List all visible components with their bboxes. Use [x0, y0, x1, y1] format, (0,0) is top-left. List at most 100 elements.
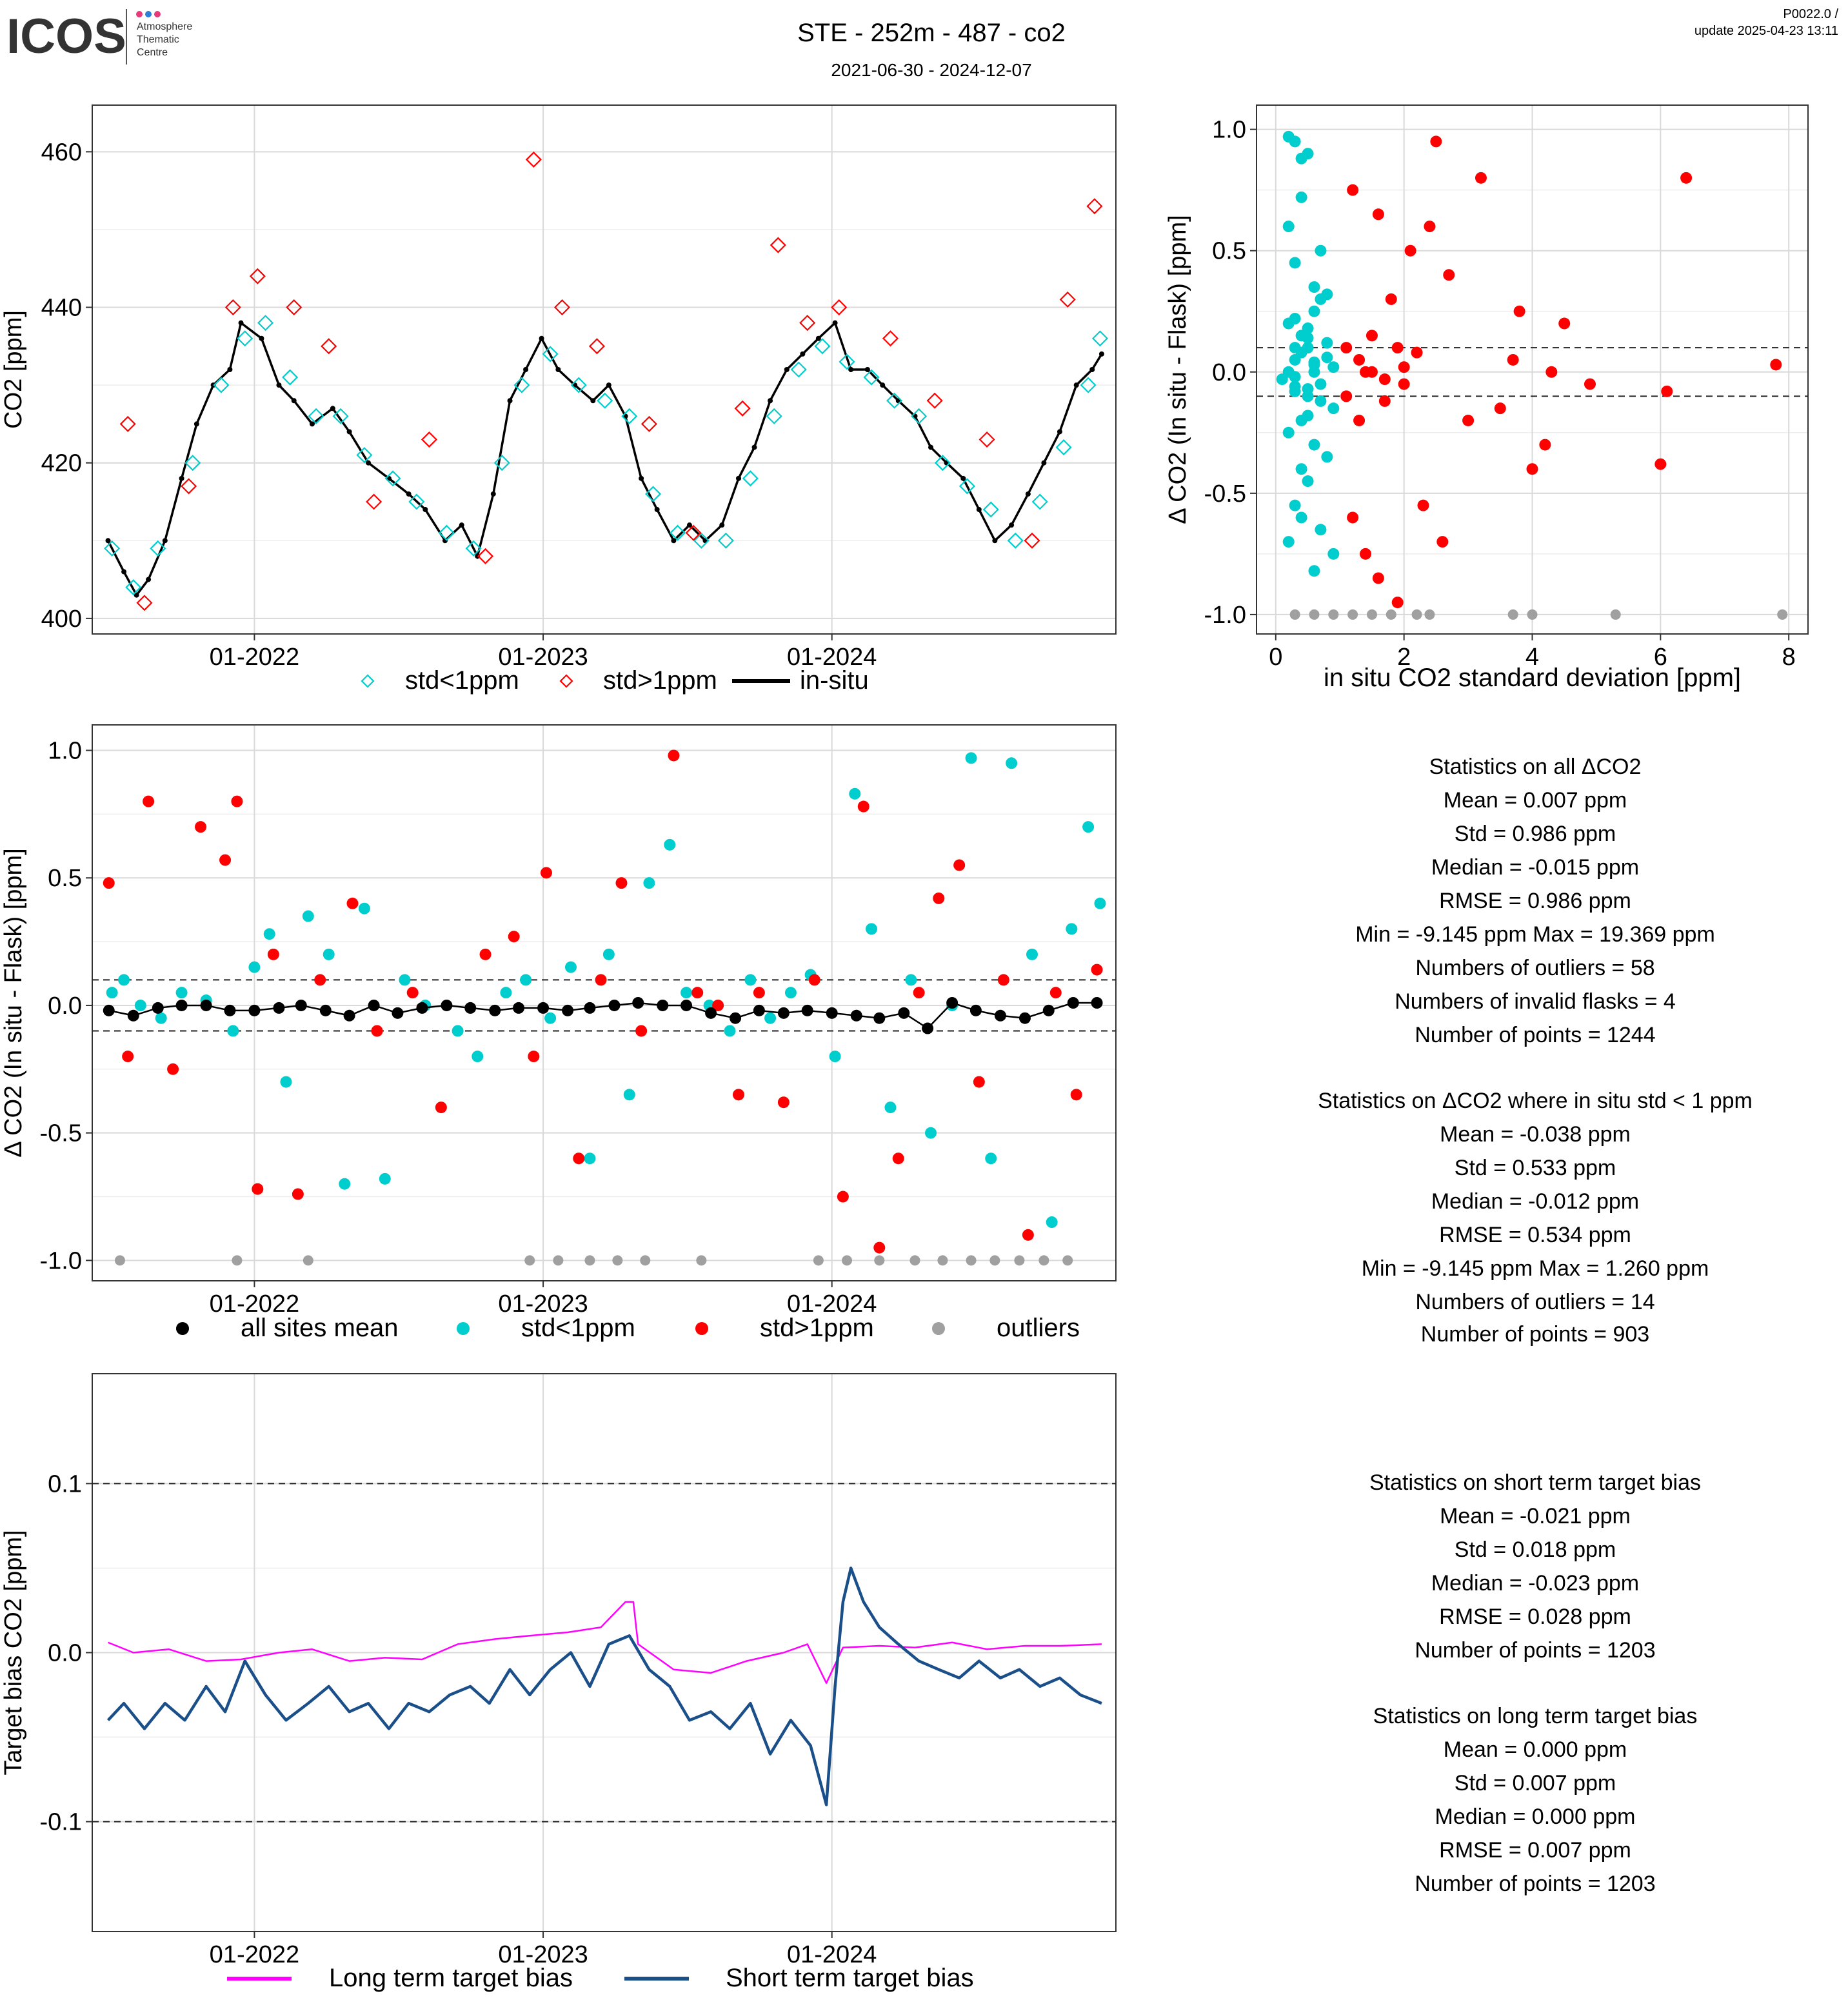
mean-point — [994, 1009, 1006, 1022]
std-lt-1-point — [280, 1076, 292, 1088]
std-lt-1-diamond — [644, 486, 662, 502]
in-situ-point — [864, 367, 870, 372]
std-gt-1-point — [1360, 548, 1372, 560]
logo-text: ICOS — [6, 9, 126, 64]
std-lt-1-point — [227, 1025, 239, 1037]
std-lt-1-diamond — [493, 455, 510, 471]
outlier-point — [696, 1255, 707, 1266]
page-title: STE - 252m - 487 - co2 — [797, 19, 1066, 47]
std-lt-1-diamond — [332, 408, 349, 424]
x-tick-label: 4 — [1525, 644, 1539, 671]
std-gt-1-point — [837, 1191, 849, 1203]
std-gt-1-point — [406, 987, 419, 999]
outlier-point — [1038, 1255, 1049, 1266]
stats-1-line: Median = -0.015 ppm — [1431, 855, 1639, 880]
stats-4-title: Statistics on long term target bias — [1373, 1704, 1698, 1728]
in-situ-point — [590, 398, 596, 404]
std-gt-1-point — [1378, 373, 1391, 386]
y-tick-label: 0.1 — [48, 1470, 82, 1498]
y-tick-label: 0.5 — [1212, 238, 1246, 265]
std-gt-1-point — [892, 1152, 904, 1165]
y-tick-label: 460 — [41, 139, 82, 166]
mean-point — [705, 1007, 717, 1019]
std-gt-1-diamond — [685, 524, 702, 541]
mean-point — [1067, 997, 1079, 1009]
x-tick-label: 2 — [1397, 644, 1411, 671]
in-situ-point — [162, 538, 168, 544]
mean-point — [873, 1012, 886, 1024]
in-situ-line — [106, 321, 1103, 597]
mean-point — [608, 999, 621, 1011]
std-lt-1-point — [302, 910, 314, 922]
std-lt-1-point — [1295, 191, 1307, 203]
mean-point — [392, 1007, 404, 1019]
std-lt-1-point — [1289, 385, 1301, 397]
stats-2-line: Median = -0.012 ppm — [1431, 1189, 1639, 1214]
std-lt-1-point — [1066, 923, 1078, 935]
y-tick-label: 1.0 — [48, 738, 82, 765]
plot-border — [92, 1373, 1117, 1932]
std-lt-1-point — [1315, 524, 1327, 536]
outlier-point — [640, 1255, 651, 1266]
std-gt-1-diamond — [882, 330, 899, 347]
outlier-point — [842, 1255, 853, 1266]
std-lt-1-point — [1302, 410, 1314, 422]
mean-point — [632, 997, 644, 1009]
std-gt-1-diamond — [119, 415, 136, 432]
std-gt-1-point — [933, 892, 945, 904]
outlier-point — [1328, 609, 1339, 620]
y-tick-label: 440 — [41, 295, 82, 322]
std-lt-1-point — [1321, 337, 1333, 349]
std-gt-1-point — [1353, 353, 1366, 366]
std-lt-1-diamond — [356, 447, 373, 464]
std-lt-1-diamond — [184, 455, 201, 471]
std-gt-1-point — [1404, 244, 1416, 257]
std-lt-1-diamond — [911, 408, 928, 424]
std-lt-1-point — [1302, 148, 1314, 160]
legend-label-short-term: Short term target bias — [726, 1964, 974, 1992]
std-lt-1-point — [1321, 351, 1333, 364]
std-lt-1-point — [1289, 371, 1301, 383]
std-lt-1-point — [1289, 499, 1301, 511]
std-gt-1-point — [668, 749, 680, 762]
std-gt-1-diamond — [136, 595, 153, 611]
std-lt-1-point — [744, 974, 757, 986]
in-situ-point — [523, 367, 529, 372]
std-lt-1-point — [724, 1025, 736, 1037]
std-lt-1-diamond — [693, 532, 710, 549]
std-lt-1-diamond — [408, 493, 425, 510]
stats-long-term-bias: Statistics on long term target bias Mean… — [1373, 1704, 1698, 1896]
std-gt-1-point — [1347, 511, 1359, 524]
std-gt-1-point — [1366, 330, 1378, 342]
std-gt-1-point — [314, 974, 326, 986]
std-lt-1-point — [1295, 511, 1307, 524]
std-lt-1-diamond — [1007, 532, 1024, 549]
outlier-point — [584, 1255, 595, 1266]
std-gt-1-point — [1770, 359, 1782, 371]
outlier-point — [1610, 609, 1621, 620]
in-situ-point — [1041, 460, 1047, 466]
std-gt-1-point — [1347, 184, 1359, 196]
std-lt-1-point — [1289, 342, 1301, 354]
std-lt-1-point — [118, 974, 130, 986]
y-tick-label: 0.0 — [48, 1640, 82, 1667]
std-lt-1-point — [1308, 439, 1320, 451]
stats-1-line: Mean = 0.007 ppm — [1444, 788, 1627, 813]
in-situ-point — [751, 444, 757, 450]
stats-2-line: Number of points = 903 — [1421, 1322, 1649, 1347]
y-axis-label: Target bias CO2 [ppm] — [0, 1530, 27, 1775]
in-situ-point — [832, 320, 838, 326]
std-lt-1-point — [134, 999, 146, 1011]
mean-point — [801, 1004, 813, 1016]
std-gt-1-diamond — [831, 299, 848, 316]
std-lt-1-point — [1082, 821, 1095, 833]
std-gt-1-point — [528, 1051, 540, 1063]
mean-point — [416, 1002, 428, 1014]
in-situ-point — [928, 444, 934, 450]
panel-delta-vs-std: -1.0 -0.5 0.0 0.5 1.0 0 2 4 6 8 Δ CO2 (In situ - F… — [1164, 104, 1809, 692]
std-lt-1-diamond — [1080, 377, 1097, 393]
in-situ-point — [1073, 382, 1079, 388]
std-lt-1-point — [1289, 135, 1301, 148]
in-situ-point — [1098, 351, 1104, 357]
std-gt-1-diamond — [525, 151, 542, 168]
